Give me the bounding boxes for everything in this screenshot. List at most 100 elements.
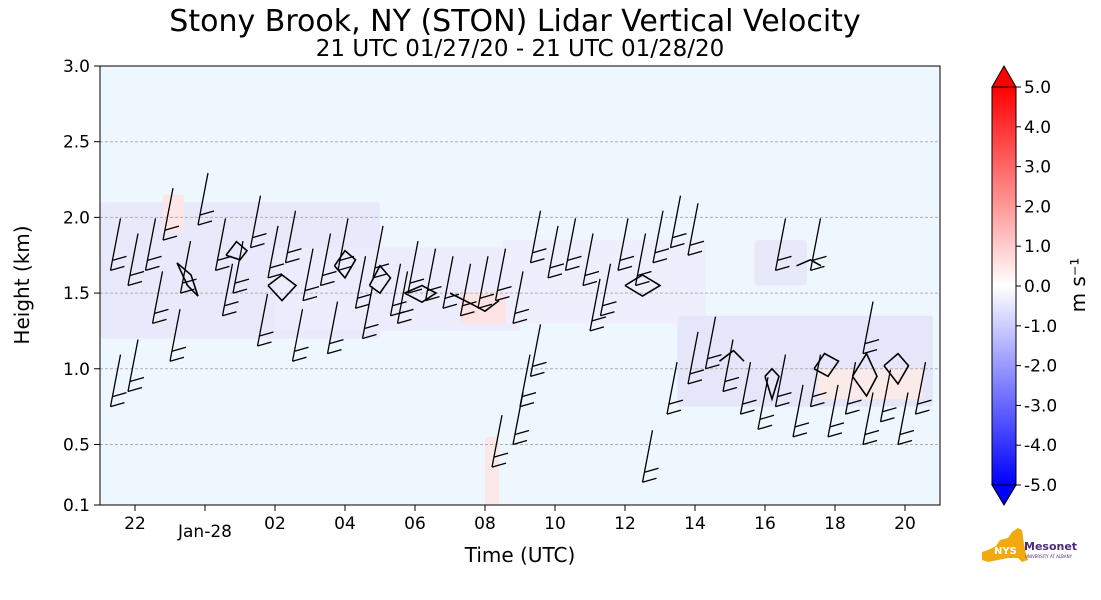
wind-barb-shaft [396, 271, 409, 324]
wind-barb-flag [775, 401, 790, 408]
wind-barb-flag [397, 318, 412, 324]
colorbar-body [991, 86, 1017, 486]
velocity-contour [883, 352, 910, 386]
wind-barb-flag [915, 409, 930, 415]
wind-barb-shaft [459, 263, 472, 316]
wind-barb-flag [129, 270, 145, 277]
y-tick-label: 1.0 [63, 360, 90, 380]
wind-barb-flag [829, 422, 845, 428]
wind-barb-flag [642, 477, 657, 483]
wind-barb-flag [759, 414, 775, 420]
wind-barb-shaft [494, 248, 507, 301]
wind-barb-shaft [197, 172, 209, 226]
wind-barb-shaft [809, 218, 822, 271]
wind-barb-flag [880, 417, 895, 423]
wind-barb-flag [812, 255, 827, 261]
x-tick-label: 08 [474, 514, 496, 534]
wind-barb-flag [232, 288, 248, 294]
wind-barb-shaft [666, 362, 678, 415]
wind-barb-shaft [704, 316, 717, 369]
wind-barb-shaft [162, 187, 174, 241]
wind-barb-flag [757, 424, 773, 430]
wind-barb [302, 248, 320, 302]
wind-barb [512, 271, 530, 324]
wind-barb-flag [427, 286, 442, 292]
wind-barb [109, 218, 127, 271]
wind-barb-shaft [757, 377, 769, 430]
wind-barb [494, 248, 512, 302]
colorbar-tick-label: 4.0 [1024, 118, 1051, 138]
wind-barb-flag [355, 303, 370, 309]
wind-barb [774, 218, 792, 271]
logo-sub-text: UNIVERSITY AT ALBANY [1025, 554, 1073, 559]
wind-barb-shaft [109, 354, 122, 407]
wind-barb-flag [197, 220, 213, 226]
wind-barb-flag [589, 326, 605, 332]
wind-barb-shaft [564, 218, 577, 271]
x-tick-label: 20 [894, 514, 916, 534]
wind-barb-flag [152, 318, 167, 324]
y-tick-label: 2.0 [63, 208, 90, 228]
wind-barb-shaft [291, 309, 304, 362]
wind-barb-shaft [389, 263, 402, 316]
wind-barb-flag [707, 354, 722, 360]
wind-barb-shaft [774, 354, 787, 407]
wind-barb-flag [129, 376, 145, 383]
wind-barb-flag [199, 210, 215, 216]
wind-barb-flag [164, 225, 180, 231]
logo-brand-text: Mesonet [1024, 540, 1077, 553]
wind-barb-flag [462, 301, 477, 307]
wind-barb [704, 316, 722, 370]
wind-barb-flag [460, 311, 475, 317]
wind-barb-shaft [179, 240, 192, 294]
velocity-region [460, 293, 506, 324]
wind-barb [827, 384, 845, 438]
wind-barb-shaft [617, 218, 629, 271]
wind-barb [809, 354, 827, 408]
wind-barb-flag [127, 280, 143, 287]
x-tick-label: 18 [824, 514, 846, 534]
y-tick-label: 3.0 [63, 57, 90, 77]
wind-barb [459, 263, 477, 317]
wind-barb-flag [724, 376, 740, 383]
velocity-region [163, 194, 184, 233]
wind-barb-flag [269, 263, 285, 269]
wind-barb-shaft [687, 331, 699, 385]
wind-barb-flag [582, 280, 598, 287]
wind-barb-flag [182, 278, 197, 284]
wind-barb-flag [171, 346, 187, 352]
velocity-contour [813, 352, 840, 378]
wind-barb-flag [775, 265, 790, 271]
wind-barb-flag [668, 399, 684, 405]
wind-barb-shaft [144, 218, 157, 271]
wind-barb-flag [742, 399, 757, 405]
wind-barb [162, 187, 180, 241]
wind-barb [617, 218, 635, 271]
wind-barb [687, 203, 705, 256]
wind-barb-flag [777, 255, 792, 261]
wind-barb-shaft [739, 362, 752, 415]
wind-barb-shaft [879, 369, 892, 422]
x-tick-label: 10 [544, 514, 566, 534]
wind-barb [221, 263, 239, 317]
wind-barb [757, 377, 775, 430]
wind-barb-flag [110, 401, 125, 408]
wind-barb-flag [215, 265, 230, 271]
nys-mesonet-logo: NYS Mesonet UNIVERSITY AT ALBANY [982, 528, 1077, 562]
wind-barb-shaft [897, 392, 909, 445]
wind-barb [722, 339, 740, 393]
wind-barb [127, 339, 145, 393]
wind-barb [491, 415, 509, 468]
wind-barb-flag [407, 288, 423, 294]
wind-barb-shaft [214, 218, 227, 271]
wind-barb [197, 172, 215, 226]
velocity-contour [404, 284, 438, 304]
wind-barb-flag [322, 270, 337, 277]
wind-barb-flag [512, 318, 528, 324]
y-tick-label: 0.1 [63, 496, 90, 516]
wind-barb-flag [292, 356, 307, 362]
velocity-region [754, 240, 807, 286]
wind-barb-flag [532, 361, 547, 367]
wind-barb-shaft [599, 263, 612, 316]
wind-barb-shaft [407, 240, 419, 294]
